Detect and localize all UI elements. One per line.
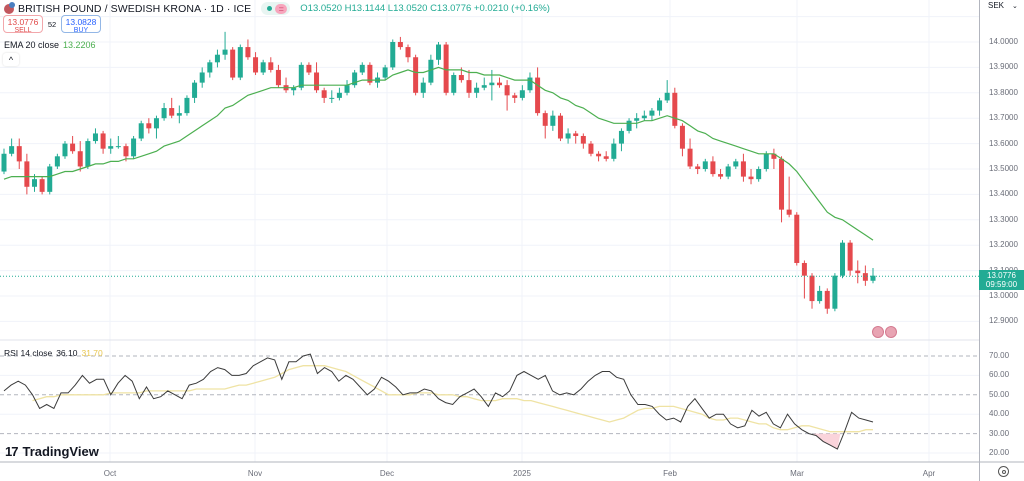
data-equals-icon: = bbox=[275, 3, 288, 14]
price-axis-label: 13.3000 bbox=[989, 214, 1018, 224]
buy-button[interactable]: 13.0828 BUY bbox=[61, 15, 101, 34]
symbol-title[interactable]: BRITISH POUND / SWEDISH KRONA · 1D · ICE bbox=[18, 2, 252, 15]
price-axis-label: 12.9000 bbox=[989, 316, 1018, 326]
tradingview-wordmark: TradingView bbox=[22, 444, 99, 459]
chevron-down-icon: ⌄ bbox=[1012, 3, 1018, 10]
settings-gear-icon[interactable] bbox=[998, 466, 1009, 477]
price-axis-label: 13.7000 bbox=[989, 113, 1018, 123]
bar-countdown: 09:59:00 bbox=[985, 280, 1018, 289]
price-axis-label: 13.4000 bbox=[989, 189, 1018, 199]
price-axis-label: 13.2000 bbox=[989, 240, 1018, 250]
rsi-value: 36.10 bbox=[56, 348, 78, 358]
currency-flags-icon bbox=[4, 1, 15, 14]
rsi-label: RSI 14 close bbox=[4, 348, 53, 358]
price-axis-label: 13.6000 bbox=[989, 138, 1018, 148]
ema-legend[interactable]: EMA 20 close 13.2206 bbox=[4, 40, 96, 50]
sell-label: SELL bbox=[14, 27, 32, 34]
rsi-axis-label: 30.00 bbox=[989, 428, 1010, 438]
time-axis-label: Mar bbox=[790, 469, 804, 478]
tradingview-mark-icon: 17 bbox=[5, 444, 19, 459]
rsi-axis-label: 20.00 bbox=[989, 448, 1010, 457]
time-axis-label: Oct bbox=[103, 469, 117, 478]
symbol-header: BRITISH POUND / SWEDISH KRONA · 1D · ICE… bbox=[4, 1, 550, 15]
collapse-legend-button[interactable]: ^ bbox=[3, 53, 19, 66]
time-axis-label: Feb bbox=[663, 469, 677, 478]
low-value: L13.0520 bbox=[387, 3, 428, 14]
trade-panel: 13.0776 SELL 52 13.0828 BUY bbox=[3, 15, 101, 34]
event-flag-icon[interactable] bbox=[885, 326, 897, 338]
rsi-axis-label: 40.00 bbox=[989, 409, 1010, 419]
currency-unit: SEK bbox=[988, 1, 1005, 10]
high-value: H13.1144 bbox=[344, 3, 386, 14]
price-axis-label: 13.0000 bbox=[989, 291, 1018, 300]
ema-value: 13.2206 bbox=[63, 40, 96, 50]
tradingview-logo[interactable]: 17 TradingView bbox=[5, 444, 99, 459]
rsi-axis-label: 50.00 bbox=[989, 389, 1010, 399]
buy-label: BUY bbox=[73, 27, 89, 34]
economic-events[interactable] bbox=[872, 326, 898, 338]
rsi-axis-label: 60.00 bbox=[989, 370, 1010, 380]
market-status-pill[interactable]: = bbox=[261, 2, 291, 15]
rsi-ma-value: 31.70 bbox=[81, 348, 103, 358]
rsi-legend[interactable]: RSI 14 close 36.10 31.70 bbox=[4, 348, 103, 358]
rsi-axis-label: 70.00 bbox=[989, 351, 1010, 360]
time-axis-label: Dec bbox=[379, 469, 395, 478]
close-value: C13.0776 bbox=[430, 3, 472, 14]
change-value: +0.0210 (+0.16%) bbox=[473, 3, 550, 14]
event-flag-icon[interactable] bbox=[872, 326, 884, 338]
time-axis-label: Nov bbox=[247, 469, 263, 478]
open-value: O13.0520 bbox=[300, 3, 343, 14]
currency-unit-selector[interactable]: SEK ⌄ bbox=[988, 1, 1018, 10]
time-axis-label: Apr bbox=[922, 469, 936, 478]
price-axis-label: 14.0000 bbox=[989, 37, 1018, 46]
price-axis-label: 13.5000 bbox=[989, 164, 1018, 173]
sell-button[interactable]: 13.0776 SELL bbox=[3, 15, 43, 34]
price-axis-label: 13.8000 bbox=[989, 87, 1018, 97]
spread-value: 52 bbox=[47, 19, 57, 29]
price-axis-label: 13.9000 bbox=[989, 62, 1018, 72]
market-open-dot-icon bbox=[267, 6, 273, 11]
time-axis-label: 2025 bbox=[513, 469, 531, 478]
sell-price: 13.0776 bbox=[7, 17, 39, 27]
ema-label: EMA 20 close bbox=[4, 40, 60, 50]
chevron-up-icon: ^ bbox=[8, 55, 14, 65]
ohlc-values: O13.0520 H13.1144 L13.0520 C13.0776 +0.0… bbox=[300, 3, 550, 14]
last-price: 13.0776 bbox=[987, 271, 1016, 280]
buy-price: 13.0828 bbox=[65, 17, 97, 27]
last-price-tag: 13.0776 09:59:00 bbox=[979, 270, 1024, 290]
